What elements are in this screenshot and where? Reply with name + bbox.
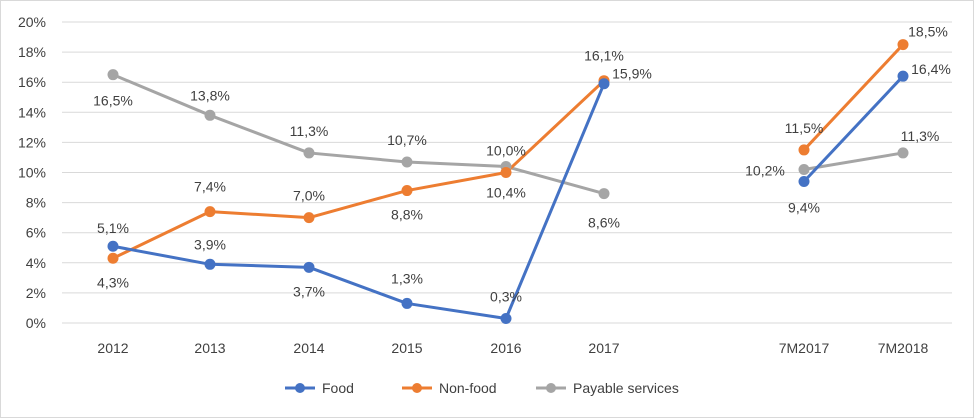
data-label: 7,4% (194, 179, 226, 195)
data-point (401, 185, 413, 197)
y-tick-label: 8% (26, 195, 46, 211)
y-tick-label: 0% (26, 315, 46, 331)
y-tick-label: 16% (18, 74, 46, 90)
data-label: 9,4% (788, 200, 820, 216)
y-tick-label: 2% (26, 285, 46, 301)
data-label: 8,6% (588, 215, 620, 231)
data-label: 3,7% (293, 283, 325, 299)
y-tick-label: 14% (18, 104, 46, 120)
x-tick-label: 2013 (194, 340, 225, 356)
legend-marker (295, 383, 305, 393)
data-point (798, 176, 810, 188)
data-point (897, 70, 909, 82)
data-point (598, 188, 610, 200)
data-label: 11,3% (290, 123, 329, 139)
series-line (802, 43, 905, 152)
data-label: 8,8% (391, 207, 423, 223)
data-label: 11,5% (785, 120, 824, 136)
data-label: 3,9% (194, 236, 226, 252)
data-point (303, 147, 315, 159)
data-point (303, 212, 315, 224)
x-tick-label: 2014 (293, 340, 324, 356)
data-point (107, 69, 119, 81)
data-label: 1,3% (391, 270, 423, 286)
series-line (111, 82, 606, 320)
data-labels: 5,1% 3,9% 3,7% 1,3% 0,3% 15,9% 9,4% 16,4% 4,3% 7,… (93, 24, 951, 305)
series-line (111, 73, 606, 196)
data-label: 15,9% (612, 66, 652, 82)
data-label: 4,3% (97, 274, 129, 290)
y-tick-label: 12% (18, 134, 46, 150)
x-tick-label: 2012 (97, 340, 128, 356)
y-axis-ticks: 0% 2% 4% 6% 8% 10% 12% 14% 16% 18% 20% (18, 14, 46, 331)
data-point (401, 297, 413, 309)
x-tick-label: 2015 (391, 340, 422, 356)
y-tick-label: 18% (18, 44, 46, 60)
data-label: 11,3% (901, 128, 940, 144)
data-label: 7,0% (293, 188, 325, 204)
y-tick-label: 10% (18, 165, 46, 181)
legend: Food Non-food Payable services (285, 380, 679, 396)
series-points (107, 39, 909, 324)
x-tick-label: 2016 (490, 340, 521, 356)
series-line (802, 74, 905, 184)
x-axis-ticks: 2012 2013 2014 2015 2016 2017 7M2017 7M2018 (97, 340, 928, 356)
series-line (802, 151, 905, 171)
data-point (107, 240, 119, 252)
data-point (798, 163, 810, 175)
y-tick-label: 6% (26, 225, 46, 241)
data-label: 5,1% (97, 220, 129, 236)
data-point (500, 167, 512, 178)
data-point (204, 258, 216, 270)
legend-marker (412, 383, 422, 393)
data-label: 18,5% (908, 24, 948, 40)
data-label: 10,4% (486, 184, 526, 200)
y-tick-label: 20% (18, 14, 46, 30)
data-label: 16,5% (93, 93, 133, 109)
data-point (401, 156, 413, 168)
data-point (897, 39, 909, 51)
data-point (500, 312, 512, 324)
data-point (598, 78, 610, 90)
data-label: 16,1% (584, 48, 624, 64)
data-label: 16,4% (911, 61, 951, 77)
data-label: 10,0% (486, 143, 526, 159)
legend-label: Non-food (439, 380, 497, 396)
legend-label: Food (322, 380, 354, 396)
data-point (204, 206, 216, 218)
x-tick-label: 7M2017 (779, 340, 830, 356)
data-point (798, 144, 810, 156)
data-point (107, 252, 119, 264)
data-label: 10,7% (387, 132, 427, 148)
y-tick-label: 4% (26, 255, 46, 271)
data-label: 0,3% (490, 288, 522, 304)
data-point (303, 261, 315, 273)
data-point (204, 109, 216, 121)
data-label: 10,2% (745, 162, 785, 178)
data-label: 13,8% (190, 87, 230, 103)
x-tick-label: 7M2018 (878, 340, 929, 356)
data-point (897, 147, 909, 159)
x-tick-label: 2017 (588, 340, 619, 356)
legend-label: Payable services (573, 380, 679, 396)
legend-marker (546, 383, 556, 393)
series-line (111, 79, 606, 260)
series-lines (111, 43, 905, 320)
